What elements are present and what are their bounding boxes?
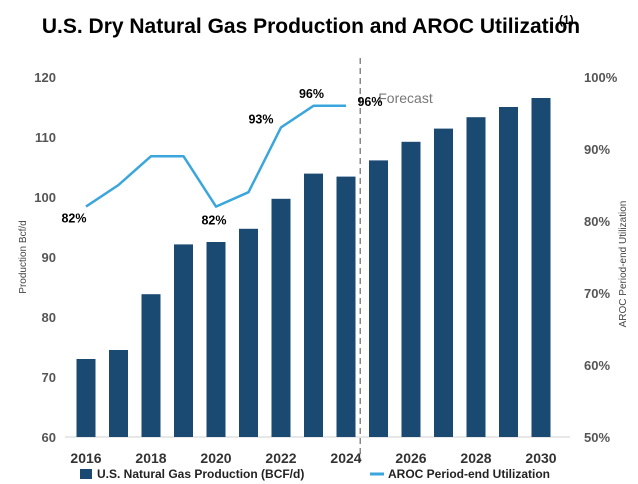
production-bar [531,98,551,437]
x-tick-label: 2016 [70,450,101,466]
legend-label-production: U.S. Natural Gas Production (BCF/d) [97,467,304,481]
y-tick-label: 110 [35,130,56,145]
production-bar [466,117,486,437]
y-tick-label: 70 [42,370,56,385]
utilization-line: 82% 82% 93% 96% 96% [61,87,382,228]
utilization-data-label: 96% [299,87,324,101]
y2-tick-label: 60% [584,358,610,373]
y2-tick-label: 90% [584,142,610,157]
production-bar [304,173,323,437]
production-bar [239,228,258,437]
x-axis: 2016 2018 2020 2022 2024 2026 2028 2030 [70,450,556,466]
x-tick-label: 2026 [395,450,426,466]
y-tick-label: 100 [34,190,56,205]
x-tick-label: 2024 [330,450,361,466]
y2-tick-label: 70% [584,286,610,301]
y2-tick-label: 100% [584,70,618,85]
production-bars [76,98,551,438]
left-axis: 60 70 80 90 100 110 120 [34,70,56,445]
production-bar [206,242,226,437]
x-tick-label: 2020 [200,450,231,466]
y-tick-label: 60 [42,430,56,445]
production-bar [369,160,388,437]
chart-title: U.S. Dry Natural Gas Production and AROC… [42,15,580,38]
utilization-data-label: 82% [61,212,86,226]
y-tick-label: 90 [42,250,56,265]
production-bar [141,294,161,437]
production-bar [109,350,128,437]
y2-tick-label: 80% [584,214,610,229]
x-tick-label: 2030 [525,450,556,466]
forecast-marker: Forecast [359,58,433,462]
production-bar [271,198,291,437]
utilization-data-label: 96% [357,95,382,109]
production-bar [174,244,193,437]
production-bar [499,107,518,437]
y-axis-label: Production Bcf/d [18,220,29,293]
y-tick-label: 120 [34,70,56,85]
utilization-line-path [85,104,346,208]
legend-swatch-production [80,469,92,479]
legend: U.S. Natural Gas Production (BCF/d) AROC… [80,467,550,481]
y-tick-label: 80 [42,310,56,325]
forecast-label: Forecast [378,90,433,106]
utilization-data-label: 82% [201,214,226,228]
y2-tick-label: 50% [584,430,610,445]
legend-label-utilization: AROC Period-end Utilization [388,467,550,481]
x-tick-label: 2018 [135,450,166,466]
x-tick-label: 2022 [265,450,296,466]
production-bar [434,128,453,437]
x-tick-label: 2028 [460,450,491,466]
production-bar [336,176,356,437]
utilization-data-label: 93% [248,112,273,126]
right-axis: 50% 60% 70% 80% 90% 100% [584,70,618,445]
chart-title-note: (1) [559,13,574,27]
production-bar [76,359,96,437]
production-bar [401,141,421,438]
y2-axis-label: AROC Period-end Utilization [618,201,629,328]
